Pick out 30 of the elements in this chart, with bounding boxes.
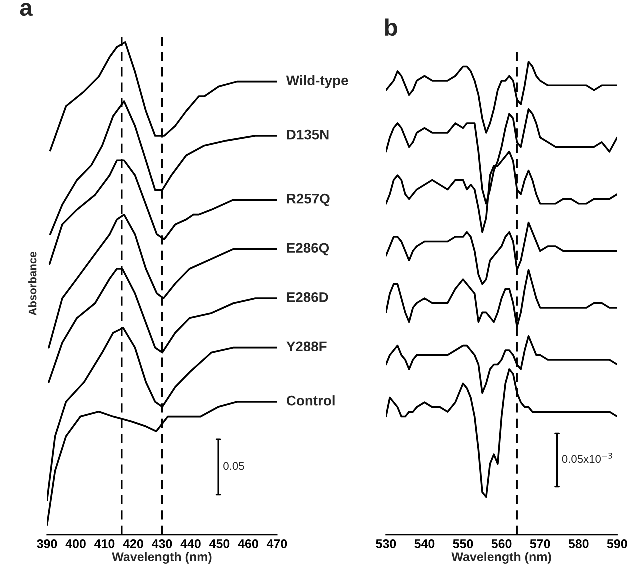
- x-tick-label: 590: [607, 540, 628, 548]
- y-axis-title: Absorbance: [28, 252, 37, 316]
- annotation: 0.05: [224, 462, 244, 470]
- x-tick-label: 550: [453, 540, 474, 548]
- x-tick-label: 580: [568, 540, 589, 548]
- annotation: 0.05x10$^{−3}$: [562, 453, 612, 464]
- x-tick-label: 470: [266, 540, 288, 548]
- x-tick-label: 570: [530, 540, 550, 548]
- series-label: D135N: [287, 130, 329, 140]
- x-tick-label: 450: [209, 540, 230, 548]
- series-label: E286D: [287, 292, 328, 302]
- x-tick-label: 560: [492, 540, 512, 548]
- chart-title: b: [385, 18, 398, 36]
- x-tick-label: 400: [66, 540, 86, 548]
- series-label: R257Q: [287, 194, 330, 206]
- x-tick-label: 460: [238, 540, 258, 548]
- series-label: Y288F: [286, 342, 327, 352]
- x-tick-label: 420: [123, 540, 144, 548]
- x-tick-label: 440: [180, 540, 201, 548]
- x-tick-label: 430: [152, 540, 172, 548]
- series-label: E286Q: [287, 243, 330, 256]
- x-tick-label: 410: [94, 540, 115, 548]
- x-tick-label: 390: [37, 540, 58, 548]
- series-label: Control: [286, 396, 335, 406]
- x-axis-title: Wavelength (nm): [112, 552, 212, 564]
- x-tick-label: 540: [414, 540, 435, 548]
- series-label: Wild-type: [286, 75, 348, 88]
- x-tick-label: 530: [376, 540, 396, 548]
- chart-title: a: [20, 3, 33, 16]
- x-axis-title: Wavelength (nm): [452, 552, 552, 564]
